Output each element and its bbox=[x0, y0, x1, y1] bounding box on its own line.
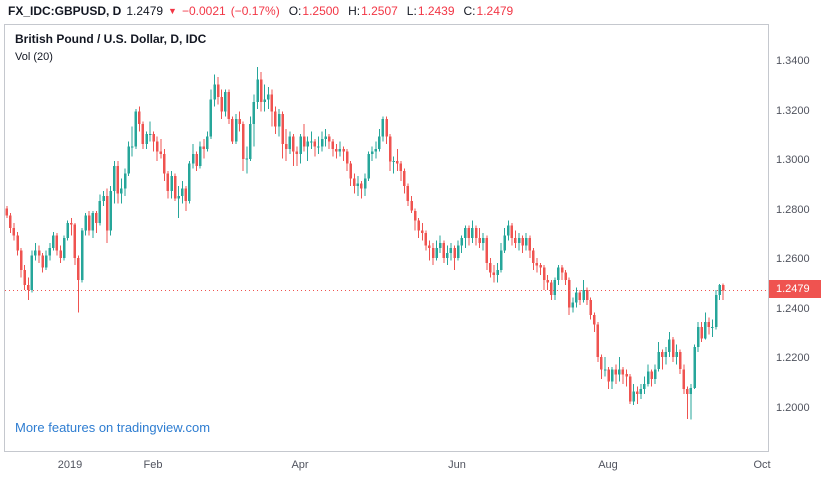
volume-indicator-label[interactable]: Vol (20) bbox=[15, 51, 53, 63]
time-axis-label: Apr bbox=[291, 459, 309, 471]
price-axis-label: 1.3400 bbox=[776, 55, 810, 67]
low-label: L: bbox=[406, 4, 417, 18]
ohlc-open: O: 1.2500 bbox=[289, 4, 339, 18]
price-change: −0.0021 bbox=[181, 4, 226, 18]
candles-layer bbox=[5, 67, 725, 420]
open-label: O: bbox=[288, 4, 302, 18]
price-axis-label: 1.2400 bbox=[776, 303, 810, 315]
price-axis[interactable]: 1.2479 1.3400 1.3200 1.3000 1.2800 1.2600 1.2… bbox=[769, 24, 821, 452]
status-line: FX_IDC:GBPUSD, D 1.2479 ▼ −0.0021 (−0.17… bbox=[8, 2, 513, 20]
low-value: 1.2439 bbox=[417, 4, 455, 18]
price-axis-label: 1.3200 bbox=[776, 105, 810, 117]
chart-legend: British Pound / U.S. Dollar, D, IDC Vol … bbox=[15, 32, 206, 63]
price-axis-label: 1.2600 bbox=[776, 253, 810, 265]
high-label: H: bbox=[348, 4, 361, 18]
time-axis-label: Oct bbox=[753, 459, 771, 471]
open-value: 1.2500 bbox=[302, 4, 340, 18]
time-axis-label: Feb bbox=[143, 459, 163, 471]
triangle-down-icon: ▼ bbox=[168, 6, 177, 16]
tradingview-link[interactable]: More features on tradingview.com bbox=[15, 420, 211, 435]
ohlc-high: H: 1.2507 bbox=[348, 4, 398, 18]
time-axis-label: Jun bbox=[448, 459, 466, 471]
close-value: 1.2479 bbox=[476, 4, 514, 18]
chart-title[interactable]: British Pound / U.S. Dollar, D, IDC bbox=[15, 32, 207, 46]
price-axis-label: 1.2200 bbox=[776, 352, 810, 364]
symbol-name[interactable]: FX_IDC:GBPUSD, D bbox=[8, 4, 122, 18]
price-axis-label: 1.3000 bbox=[776, 154, 810, 166]
ohlc-close: C: 1.2479 bbox=[464, 4, 514, 18]
high-value: 1.2507 bbox=[361, 4, 398, 18]
time-axis-label: Aug bbox=[598, 459, 618, 471]
ohlc-low: L: 1.2439 bbox=[407, 4, 455, 18]
price-change-percent: (−0.17%) bbox=[230, 4, 280, 18]
close-label: C: bbox=[463, 4, 476, 18]
chart-plot-area[interactable]: British Pound / U.S. Dollar, D, IDC Vol … bbox=[4, 24, 769, 452]
price-axis-label: 1.2800 bbox=[776, 204, 810, 216]
time-axis[interactable]: 2019 Feb Apr Jun Aug Oct bbox=[0, 452, 821, 492]
last-price: 1.2479 bbox=[126, 4, 164, 18]
price-axis-label: 1.2000 bbox=[776, 402, 810, 414]
candlestick-canvas[interactable] bbox=[5, 25, 768, 451]
time-axis-label: 2019 bbox=[57, 459, 83, 471]
last-price-badge: 1.2479 bbox=[769, 280, 821, 298]
